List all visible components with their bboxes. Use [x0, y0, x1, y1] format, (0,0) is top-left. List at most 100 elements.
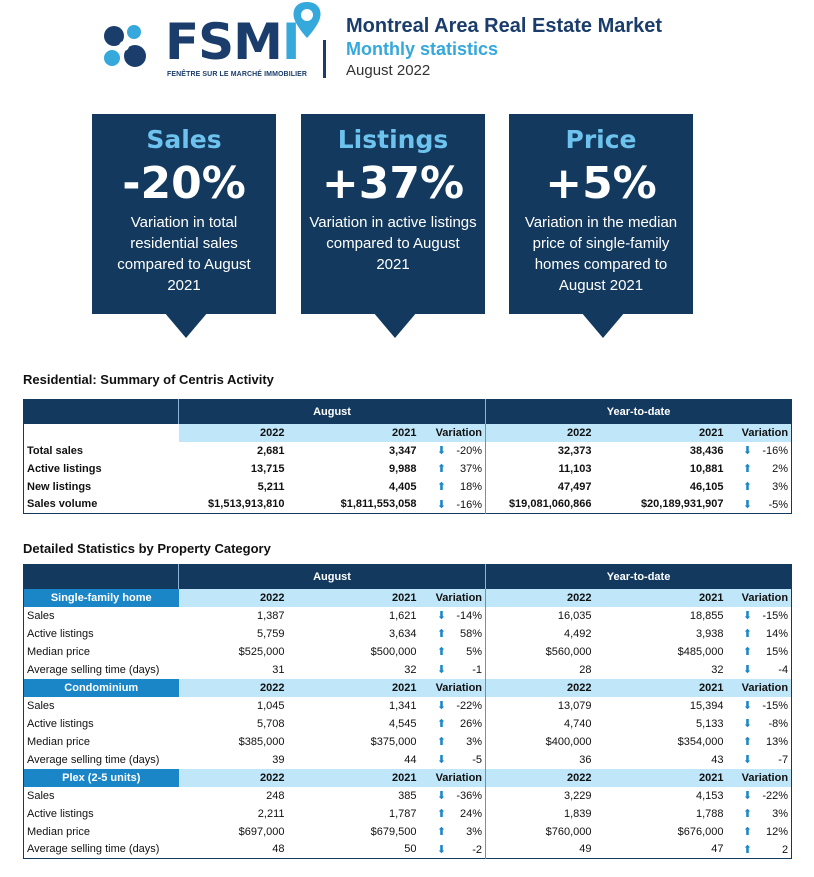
arrow-down-icon: ⬇: [436, 610, 447, 622]
value-2021-ytd: 46,105: [689, 480, 724, 493]
variation-value: 15%: [766, 646, 789, 658]
value-2022-ytd: $560,000: [485, 642, 604, 661]
col-2022: 2022: [485, 678, 604, 697]
card-value: +37%: [321, 158, 465, 209]
variation-value: 24%: [460, 808, 483, 820]
variation-ytd: ⬆ 2: [727, 841, 792, 859]
row-label: Total sales: [27, 444, 84, 457]
card-pointer: [373, 312, 417, 338]
value-2021-month: 4,405: [388, 480, 417, 493]
variation-ytd: ⬇ -7: [727, 751, 792, 769]
col-2022: 2022: [178, 678, 297, 697]
variation-month: ⬇ -14%: [420, 607, 486, 625]
value-2022-ytd: 13,079: [485, 696, 604, 715]
row-label: Sales: [27, 699, 55, 712]
row-label: Active listings: [27, 462, 102, 475]
arrow-down-icon: ⬇: [436, 498, 447, 511]
header-divider: [323, 40, 326, 78]
value-2022-month: 248: [266, 789, 285, 802]
variation-month: ⬇ -20%: [420, 442, 486, 460]
arrow-down-icon: ⬇: [742, 718, 753, 730]
value-2021-ytd: 43: [711, 753, 724, 766]
value-2022-month: 13,715: [250, 462, 285, 475]
variation-month: ⬇ -1: [420, 661, 486, 679]
variation-value: 12%: [766, 826, 789, 838]
variation-ytd: ⬆ 13%: [727, 733, 792, 751]
value-2021-ytd: 1,788: [696, 807, 724, 820]
col-variation: Variation: [419, 423, 486, 442]
logo-i: I: [281, 13, 301, 71]
arrow-up-icon: ⬆: [742, 736, 753, 748]
col-2022: 2022: [485, 588, 604, 607]
value-2022-month: 5,211: [257, 480, 285, 493]
value-2022-month: 5,708: [256, 717, 285, 730]
value-2021-ytd: $20,189,931,907: [640, 498, 724, 511]
variation-ytd: ⬇ -15%: [727, 607, 792, 625]
summary-section-title: Residential: Summary of Centris Activity: [23, 372, 274, 387]
card-title: Price: [565, 125, 637, 154]
col-variation: Variation: [726, 588, 792, 607]
variation-ytd: ⬇ -8%: [727, 715, 792, 733]
variation-value: 3%: [466, 736, 483, 748]
col-2021: 2021: [603, 678, 727, 697]
arrow-up-icon: ⬆: [436, 736, 447, 748]
august-header: August: [177, 399, 486, 424]
value-2022-month: $525,000: [238, 645, 285, 658]
col-2021: 2021: [603, 423, 727, 442]
variation-value: -14%: [456, 610, 483, 622]
value-2021-ytd: $485,000: [677, 645, 724, 658]
variation-value: -16%: [456, 498, 483, 511]
value-2022-ytd: 32,373: [485, 441, 604, 460]
card-title: Listings: [337, 125, 449, 154]
card-pointer: [164, 312, 208, 338]
report-date: August 2022: [346, 62, 431, 79]
variation-value: -5%: [768, 498, 789, 511]
category-name: Single-family home: [23, 588, 179, 607]
row-label: Average selling time (days): [27, 663, 160, 676]
table-row: Median price $525,000 $500,000 ⬆ 5% $560,000 $…: [24, 642, 792, 661]
row-label: Sales volume: [27, 498, 98, 511]
card-title: Sales: [146, 125, 222, 154]
value-2021-month: 3,634: [388, 627, 417, 640]
value-2022-ytd: 3,229: [485, 786, 604, 805]
variation-value: -4: [778, 664, 789, 676]
variation-value: -15%: [762, 610, 789, 622]
variation-month: ⬆ 37%: [420, 460, 486, 478]
row-label: Sales: [27, 609, 55, 622]
variation-value: 3%: [466, 826, 483, 838]
variation-month: ⬆ 3%: [420, 823, 486, 841]
value-2021-month: 1,621: [388, 609, 417, 622]
arrow-up-icon: ⬆: [436, 826, 447, 838]
variation-value: 37%: [460, 463, 483, 475]
table-row: Active listings 2,211 1,787 ⬆ 24% 1,839 1,788 ⬆…: [24, 804, 792, 823]
category-header-row: Condominium 2022 2021 Variation 2022 2021 Vari…: [23, 678, 792, 697]
col-variation: Variation: [419, 678, 486, 697]
report-header: FSMI FENÊTRE SUR LE MARCHÉ IMMOBILIER Mo…: [0, 0, 814, 100]
col-variation: Variation: [726, 768, 792, 787]
value-2021-ytd: 38,436: [689, 444, 724, 457]
arrow-up-icon: ⬆: [742, 808, 753, 820]
row-label: Active listings: [27, 627, 94, 640]
col-2022: 2022: [485, 423, 604, 442]
logo-mark-icon: [104, 25, 146, 67]
value-2021-month: 9,988: [388, 462, 417, 475]
value-2021-ytd: 5,133: [696, 717, 724, 730]
location-pin-icon: [293, 2, 321, 38]
arrow-down-icon: ⬇: [436, 843, 447, 856]
value-2022-month: 5,759: [256, 627, 285, 640]
arrow-up-icon: ⬆: [742, 843, 753, 856]
logo-subtitle: FENÊTRE SUR LE MARCHÉ IMMOBILIER: [167, 71, 308, 78]
category-name: Condominium: [23, 678, 179, 697]
col-2022: 2022: [178, 588, 297, 607]
variation-value: 2%: [772, 463, 789, 475]
variation-value: -16%: [762, 445, 789, 457]
value-2022-ytd: 4,492: [485, 624, 604, 643]
row-label: Average selling time (days): [27, 753, 160, 766]
row-label: Median price: [27, 645, 90, 658]
arrow-down-icon: ⬇: [742, 700, 753, 712]
arrow-up-icon: ⬆: [742, 628, 753, 640]
august-header: August: [177, 564, 486, 589]
variation-month: ⬇ -2: [420, 841, 486, 859]
variation-value: 13%: [766, 736, 789, 748]
value-2022-month: 2,681: [256, 444, 285, 457]
